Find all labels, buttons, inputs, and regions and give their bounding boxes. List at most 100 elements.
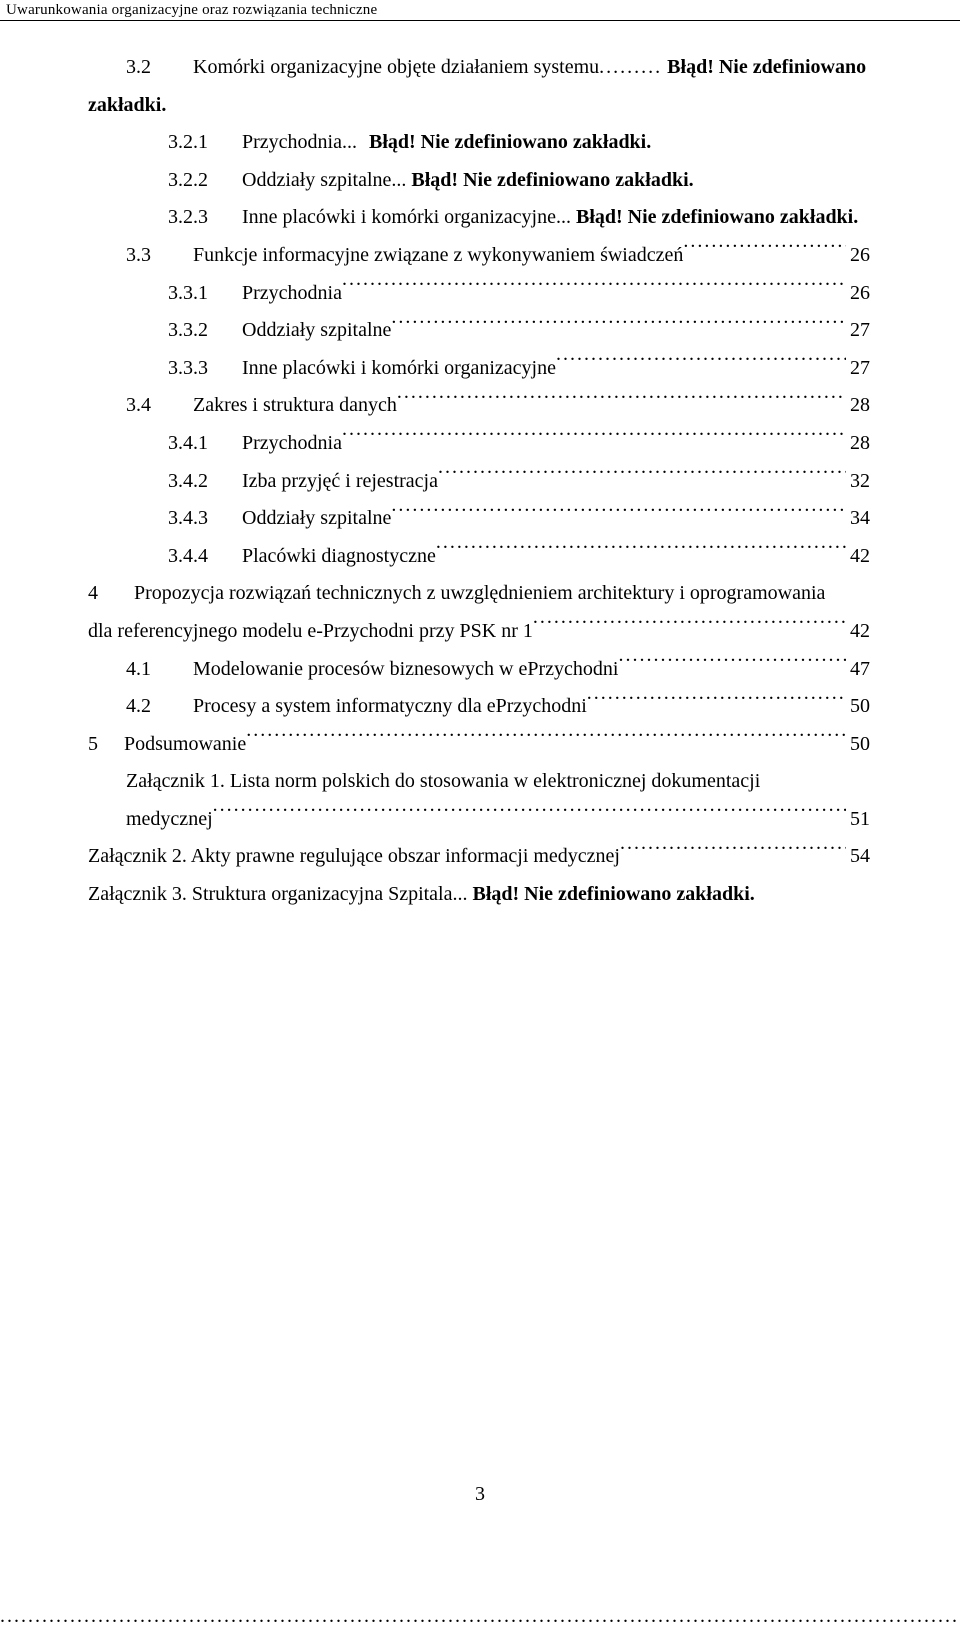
toc-number: 3.4	[126, 387, 151, 425]
toc-entry: 4.2 Procesy a system informatyczny dla e…	[88, 688, 870, 726]
toc-leaders	[533, 613, 846, 637]
toc-label: Modelowanie procesów biznesowych w ePrzy…	[193, 651, 618, 689]
toc-error: Błąd! Nie zdefiniowano zakładki.	[369, 124, 651, 162]
toc-number: 3.2	[126, 49, 151, 87]
toc-label: Inne placówki i komórki organizacyjne	[242, 350, 556, 388]
toc-label: Podsumowanie	[124, 726, 246, 764]
toc-entry: 3.3.1 Przychodnia 26	[88, 275, 870, 313]
toc-label: Oddziały szpitalne	[242, 162, 391, 200]
toc-label: Propozycja rozwiązań technicznych z uwzg…	[134, 582, 825, 604]
toc-number: 3.2.3	[168, 199, 208, 237]
toc-leaders	[397, 387, 846, 411]
toc-leaders	[683, 237, 846, 261]
toc-entry: Załącznik 2. Akty prawne regulujące obsz…	[88, 838, 870, 876]
toc-error: Błąd! Nie zdefiniowano zakładki.	[576, 199, 858, 237]
toc-number: 3.4.3	[168, 500, 208, 538]
toc-entry: 3.3.3 Inne placówki i komórki organizacy…	[88, 350, 870, 388]
toc-page: 42	[846, 538, 870, 576]
toc-entry: 3.2.2 Oddziały szpitalne ... Błąd! Nie z…	[88, 162, 870, 200]
toc-number: 3.2.1	[168, 124, 208, 162]
toc-number: 3.4.1	[168, 425, 208, 463]
toc-page: 32	[846, 463, 870, 501]
toc-label: Komórki organizacyjne objęte działaniem …	[193, 49, 599, 87]
toc-number: 4	[88, 582, 98, 604]
toc-entry: Załącznik 3. Struktura organizacyjna Szp…	[88, 876, 870, 914]
toc-label: Inne placówki i komórki organizacyjne	[242, 199, 556, 237]
page-number: 3	[0, 1483, 960, 1506]
toc-page: 28	[846, 425, 870, 463]
toc-page: 51	[846, 801, 870, 839]
toc-leaders	[620, 838, 846, 862]
toc-page: 26	[846, 275, 870, 313]
toc-page: 34	[846, 500, 870, 538]
toc-number: 3.4.2	[168, 463, 208, 501]
toc-entry: 4 Propozycja rozwiązań technicznych z uw…	[88, 575, 870, 650]
toc-number: 3.3.1	[168, 275, 208, 313]
toc-entry: 4.1 Modelowanie procesów biznesowych w e…	[88, 651, 870, 689]
toc-error: Błąd! Nie zdefiniowano zakładki.	[473, 876, 755, 914]
toc-entry: 3.2.3 Inne placówki i komórki organizacy…	[88, 199, 870, 237]
toc-leaders	[556, 350, 846, 374]
toc-entry: 3.3 Funkcje informacyjne związane z wyko…	[88, 237, 870, 275]
toc-leaders	[599, 49, 662, 87]
toc-leaders	[436, 538, 846, 562]
toc-entry: 3.2.1 Przychodnia ... Błąd! Nie zdefinio…	[88, 124, 870, 162]
toc-entry: 5 Podsumowanie 50	[88, 726, 870, 764]
toc-label: Załącznik 3. Struktura organizacyjna Szp…	[88, 876, 453, 914]
toc-page: 27	[846, 350, 870, 388]
toc-leaders	[391, 500, 846, 524]
toc-entry: 3.3.2 Oddziały szpitalne 27	[88, 312, 870, 350]
toc-number: 3.3	[126, 237, 151, 275]
toc-label: Zakres i struktura danych	[193, 387, 397, 425]
toc-label: Procesy a system informatyczny dla ePrzy…	[193, 688, 587, 726]
toc-entry: 3.4 Zakres i struktura danych 28	[88, 387, 870, 425]
toc-error-cont: zakładki.	[88, 87, 870, 125]
toc-label: Przychodnia	[242, 275, 342, 313]
toc-entry: 3.2 Komórki organizacyjne objęte działan…	[88, 49, 870, 124]
toc-label: Placówki diagnostyczne	[242, 538, 436, 576]
toc-leaders	[342, 275, 846, 299]
toc-label: Oddziały szpitalne	[242, 312, 391, 350]
toc-leaders	[213, 801, 846, 825]
toc-page: 47	[846, 651, 870, 689]
toc-number: 5	[88, 726, 98, 764]
toc-number: 3.3.2	[168, 312, 208, 350]
toc-label-cont: dla referencyjnego modelu e-Przychodni p…	[88, 613, 533, 651]
toc-entry: 3.4.1 Przychodnia 28	[88, 425, 870, 463]
toc-leaders	[391, 312, 846, 336]
toc-number: 3.4.4	[168, 538, 208, 576]
toc-label: Izba przyjęć i rejestracja	[242, 463, 438, 501]
toc-error: Błąd! Nie zdefiniowano	[667, 49, 866, 87]
toc-leaders	[587, 688, 846, 712]
toc-entry: 3.4.4 Placówki diagnostyczne 42	[88, 538, 870, 576]
toc-page: 50	[846, 726, 870, 764]
toc-leaders	[246, 726, 846, 750]
toc-page: 42	[846, 613, 870, 651]
toc-label: Przychodnia	[242, 124, 342, 162]
toc-label: Załącznik 1. Lista norm polskich do stos…	[126, 763, 870, 801]
toc-label: Załącznik 2. Akty prawne regulujące obsz…	[88, 838, 620, 876]
toc-leaders	[342, 425, 846, 449]
toc-label-cont: medycznej	[126, 801, 213, 839]
toc-label: Funkcje informacyjne związane z wykonywa…	[193, 237, 683, 275]
toc-page: 50	[846, 688, 870, 726]
running-head: Uwarunkowania organizacyjne oraz rozwiąz…	[0, 0, 960, 21]
toc-label: Oddziały szpitalne	[242, 500, 391, 538]
toc-label: Przychodnia	[242, 425, 342, 463]
toc-page: 28	[846, 387, 870, 425]
toc-page: 26	[846, 237, 870, 275]
toc-page: 54	[846, 838, 870, 876]
toc-leaders	[618, 651, 846, 675]
toc-number: 4.2	[126, 688, 151, 726]
page: Uwarunkowania organizacyjne oraz rozwiąz…	[0, 0, 960, 1636]
toc-number: 3.2.2	[168, 162, 208, 200]
toc-error: Błąd! Nie zdefiniowano zakładki.	[411, 162, 693, 200]
toc-entry: 3.4.3 Oddziały szpitalne 34	[88, 500, 870, 538]
toc-number: 4.1	[126, 651, 151, 689]
toc-leaders	[438, 463, 846, 487]
toc-page: 27	[846, 312, 870, 350]
toc-entry: Załącznik 1. Lista norm polskich do stos…	[88, 763, 870, 838]
table-of-contents: 3.2 Komórki organizacyjne objęte działan…	[0, 21, 960, 914]
toc-entry: 3.4.2 Izba przyjęć i rejestracja 32	[88, 463, 870, 501]
toc-number: 3.3.3	[168, 350, 208, 388]
